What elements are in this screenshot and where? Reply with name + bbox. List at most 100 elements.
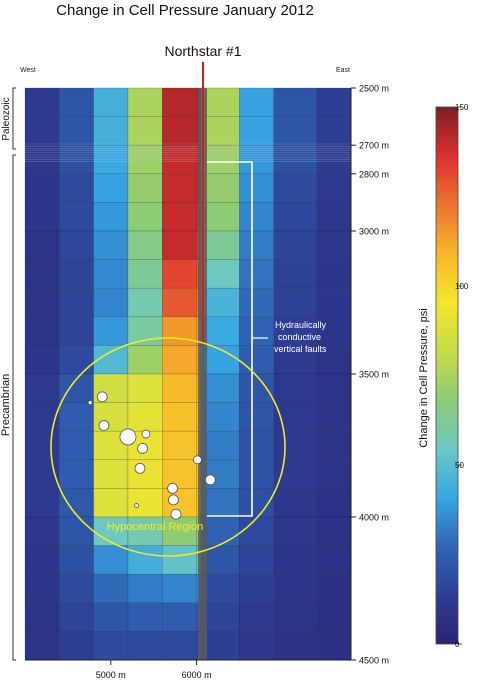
heatmap-cell [162, 602, 197, 632]
heatmap-cell [273, 488, 317, 518]
heatmap-cell [273, 631, 317, 661]
heatmap-cell [273, 202, 317, 232]
heatmap-cell [316, 87, 352, 117]
depth-tick-label: 3500 m [359, 370, 389, 380]
heatmap-cell [239, 516, 275, 546]
heatmap-cell [93, 287, 129, 318]
heatmap-cell [239, 345, 275, 375]
heatmap-cells [24, 87, 352, 661]
heatmap-cell [162, 116, 197, 146]
heatmap-cell [239, 116, 275, 146]
heatmap-cell [59, 631, 94, 661]
heatmap-cell [24, 545, 60, 575]
heatmap-cell [239, 631, 275, 661]
heatmap-cell [162, 402, 197, 432]
distance-tick-label: 6000 m [182, 670, 212, 680]
heatmap-cell [24, 631, 60, 661]
heatmap-cell [24, 488, 60, 518]
heatmap-cell [59, 573, 94, 604]
colorbar-label: Change in Cell Pressure, psi [418, 308, 430, 447]
heatmap-cell [162, 373, 197, 403]
heatmap-cell [24, 345, 60, 375]
heatmap-cell [127, 202, 163, 232]
heatmap-cell [273, 516, 317, 546]
direction-west-label: West [20, 67, 36, 74]
heatmap-cell [59, 488, 94, 518]
heatmap-cell [24, 402, 60, 432]
heatmap-cell [273, 87, 317, 117]
heatmap-cell [316, 459, 352, 489]
heatmap-cell [127, 316, 163, 346]
heatmap-cell [59, 545, 94, 575]
heatmap-cell [93, 259, 129, 289]
heatmap-cell [316, 573, 352, 604]
earthquake-event-marker [170, 508, 182, 520]
heatmap-cell [93, 87, 129, 117]
heatmap-cell [273, 545, 317, 575]
heatmap-cell [162, 345, 197, 375]
strata-lines [25, 143, 351, 162]
heatmap-cell [93, 144, 129, 175]
heatmap-cell [24, 202, 60, 232]
heatmap-cell [59, 402, 94, 432]
heatmap-cell [59, 144, 94, 175]
fault-label-line3: vertical faults [274, 344, 327, 354]
hypocentral-region-label: Hypocentral Region [107, 521, 204, 533]
heatmap-cell [24, 287, 60, 318]
heatmap-cell [24, 173, 60, 203]
colorbar-tick-label: 50 [455, 461, 464, 470]
earthquake-event-marker [141, 429, 151, 439]
heatmap-cell [127, 345, 163, 375]
heatmap-cell [127, 144, 163, 175]
colorbar-tick-label: 150 [455, 103, 469, 112]
formation-brackets: Paleozoic Precambrian [0, 87, 16, 661]
fault-label-line2: conductive [278, 332, 321, 342]
heatmap-cell [127, 459, 163, 489]
heatmap-cell [273, 373, 317, 403]
heatmap-cell [127, 116, 163, 146]
heatmap-cell [239, 230, 275, 260]
fault-label-line1: Hydraulically [275, 320, 327, 330]
heatmap-cell [239, 602, 275, 632]
heatmap-cell [200, 287, 240, 318]
distance-tick-label: 5000 m [96, 670, 126, 680]
depth-tick-label: 4000 m [359, 513, 389, 523]
heatmap-cell [200, 602, 240, 632]
heatmap-cell [200, 516, 240, 546]
heatmap-cell [316, 430, 352, 461]
heatmap-cell [316, 345, 352, 375]
earthquake-event-marker [168, 494, 179, 506]
colorbar-tick-label: 100 [455, 282, 469, 291]
earthquake-event-marker [119, 428, 137, 446]
chart-title: Change in Cell Pressure January 2012 [56, 2, 314, 19]
heatmap-cell [273, 287, 317, 318]
heatmap-cell [127, 545, 163, 575]
heatmap-cell [273, 116, 317, 146]
heatmap-cell [239, 430, 275, 461]
depth-tick-label: 4500 m [359, 656, 389, 666]
heatmap-cell [59, 430, 94, 461]
heatmap-cell [59, 259, 94, 289]
heatmap-cell [59, 230, 94, 260]
heatmap-cell [93, 116, 129, 146]
heatmap-cell [59, 316, 94, 346]
heatmap-cell [273, 602, 317, 632]
heatmap-cell [239, 202, 275, 232]
heatmap-cell [162, 430, 197, 461]
heatmap-cell [127, 602, 163, 632]
heatmap-cell [59, 202, 94, 232]
depth-axis: 2500 m 2700 m 2800 m 3000 m 3500 m 4000 m 4500… [350, 84, 389, 666]
heatmap-cell [162, 173, 197, 203]
heatmap-cell [200, 230, 240, 260]
heatmap-cell [316, 230, 352, 260]
depth-tick-label: 2500 m [359, 84, 389, 94]
heatmap-cell [93, 488, 129, 518]
heatmap-cell [162, 316, 197, 346]
heatmap-cell [316, 173, 352, 203]
heatmap-cell [273, 573, 317, 604]
depth-tick-label: 3000 m [359, 227, 389, 237]
heatmap-cell [162, 459, 197, 489]
heatmap-cell [316, 373, 352, 403]
heatmap-cell [162, 87, 197, 117]
